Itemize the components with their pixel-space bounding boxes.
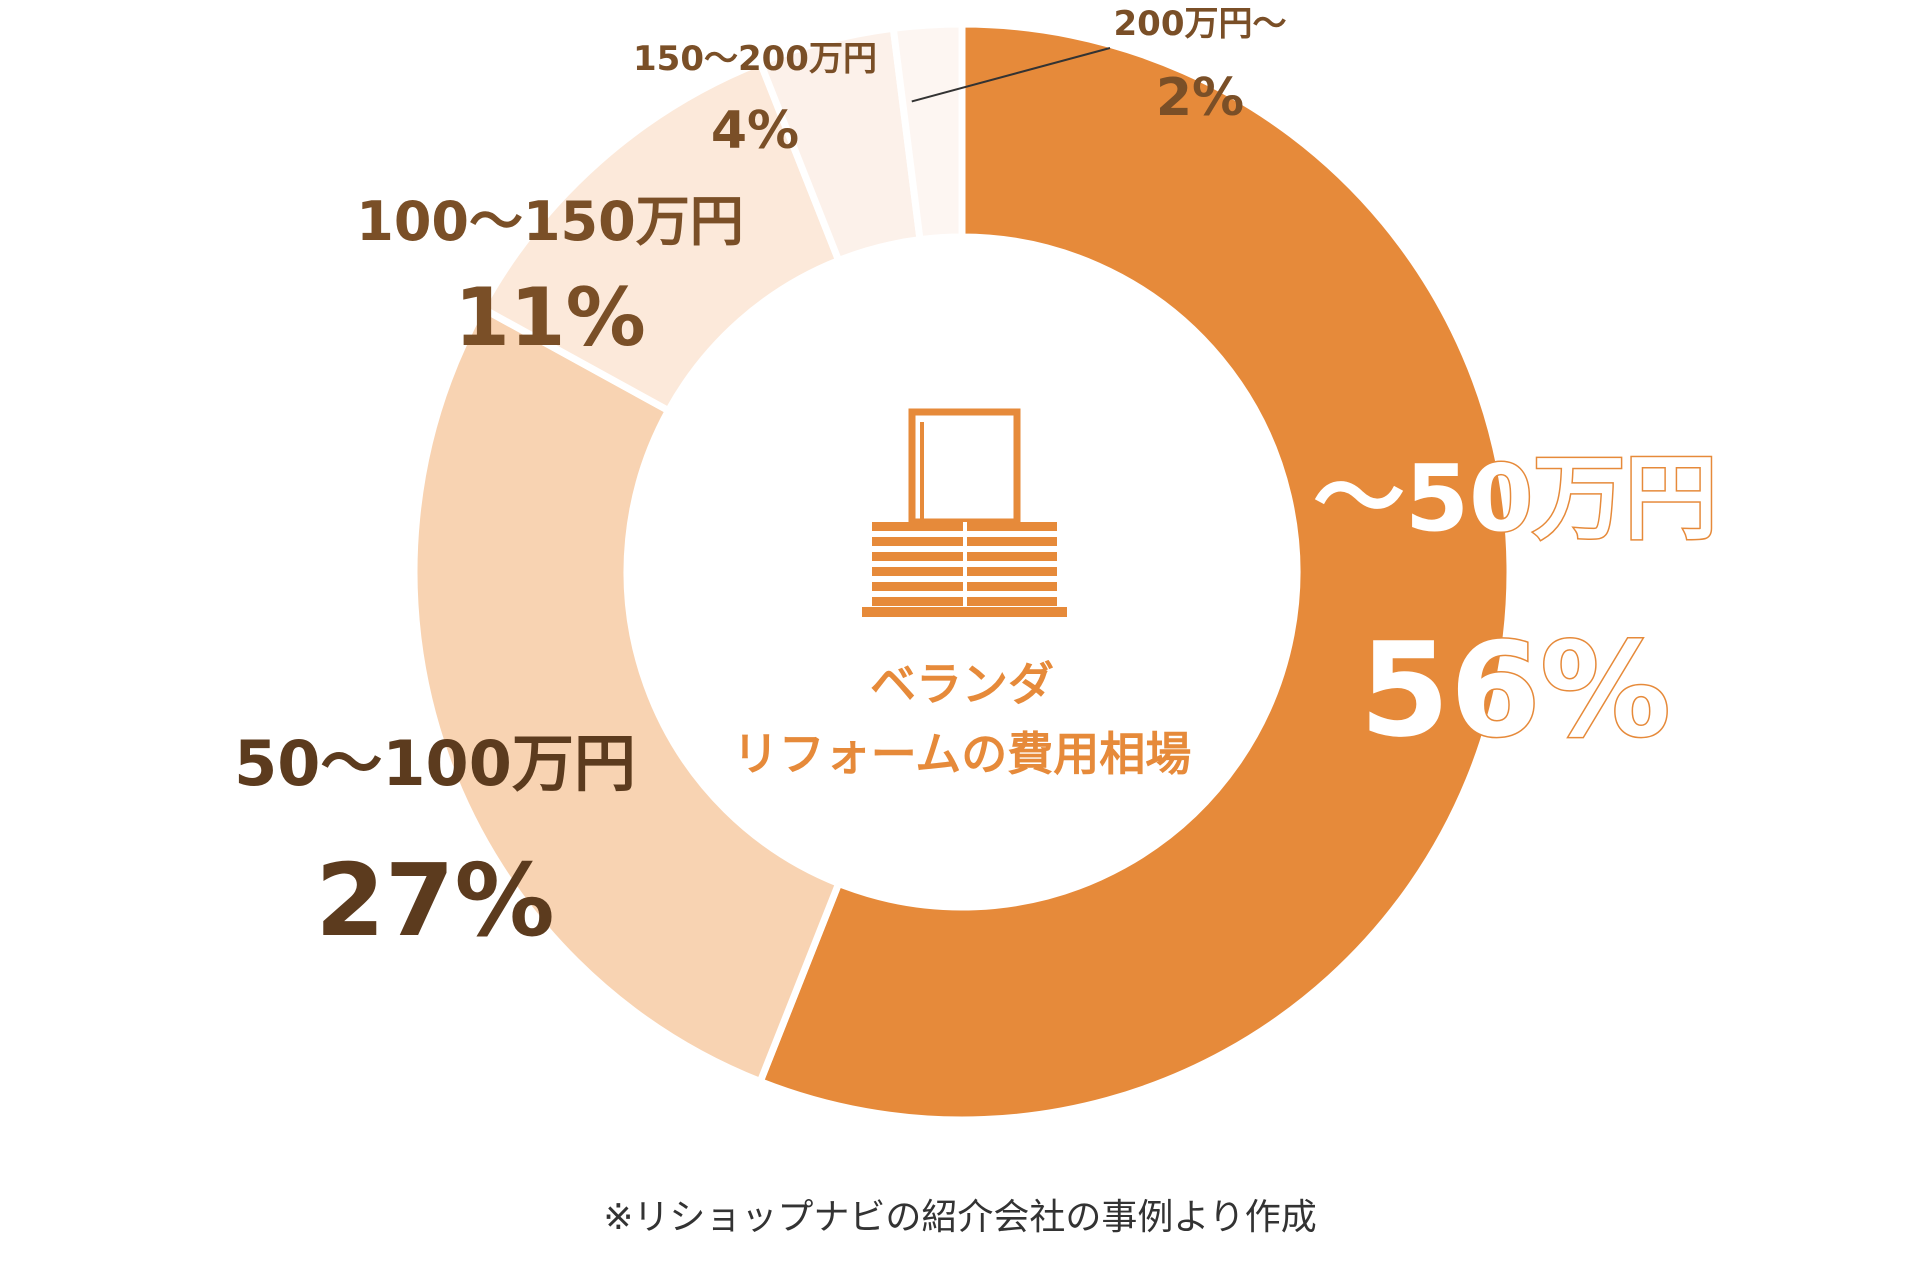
donut-slice [410, 303, 844, 1087]
chart-title-line: リフォームの費用相場 [733, 727, 1192, 781]
donut-slice [755, 20, 1514, 1124]
footnote: ※リショップナビの紹介会社の事例より作成 [603, 1197, 1317, 1238]
slice-category-label: 〜50万円 [1313, 445, 1717, 552]
slice-value-label: 2% [1156, 68, 1244, 128]
donut-slice [889, 20, 966, 244]
slice-value-label: 27% [315, 842, 554, 959]
slice-value-label: 11% [454, 271, 645, 364]
slice-category-label: 200万円〜 [1114, 4, 1287, 44]
slice-category-label: 50〜100万円 [234, 727, 636, 800]
chart-title-line: ベランダ [870, 657, 1054, 711]
slice-value-label: 4% [711, 101, 799, 161]
slice-category-label: 150〜200万円 [633, 39, 877, 79]
veranda-railing-icon [862, 408, 1067, 617]
slice-category-label: 100〜150万円 [356, 190, 743, 253]
leader-line [911, 47, 1111, 103]
slice-value-label: 56% [1359, 614, 1670, 766]
